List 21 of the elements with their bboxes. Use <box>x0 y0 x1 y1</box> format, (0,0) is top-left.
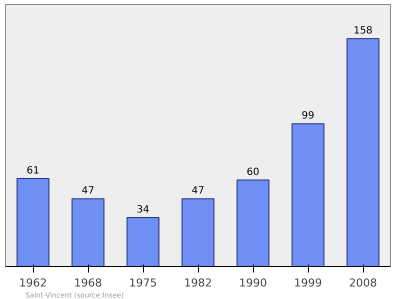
data-label: 158 <box>353 26 373 37</box>
x-tick-label: 1982 <box>184 276 212 290</box>
data-label: 99 <box>302 110 314 122</box>
data-label: 47 <box>82 186 94 197</box>
bar <box>16 178 50 266</box>
bar <box>72 198 104 266</box>
data-label: 47 <box>192 186 204 197</box>
data-label: 61 <box>26 166 40 177</box>
bar <box>182 198 214 266</box>
x-tick-label: 1962 <box>19 276 48 290</box>
bar <box>292 123 324 266</box>
data-label: 34 <box>136 204 150 216</box>
x-tick-label: 1968 <box>74 276 102 290</box>
x-tick-label: 1999 <box>294 276 322 290</box>
x-tick-label: 2008 <box>349 276 378 290</box>
bar <box>236 179 270 266</box>
bar <box>346 38 380 266</box>
data-label: 60 <box>246 166 260 178</box>
x-tick-label: 1975 <box>129 276 158 290</box>
bar <box>126 216 160 266</box>
x-tick-label: 1990 <box>239 276 268 290</box>
